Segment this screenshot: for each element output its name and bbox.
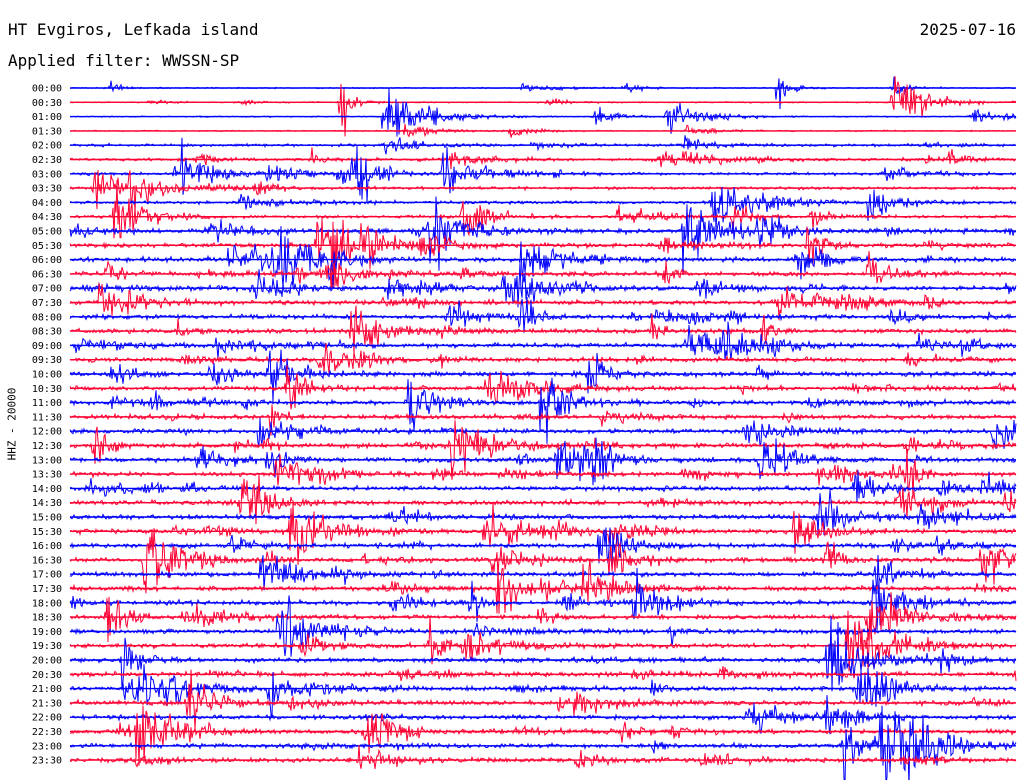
time-tick-label: 08:30: [32, 327, 62, 338]
trace-1900: [69, 595, 1017, 657]
time-tick-label: 07:00: [32, 284, 62, 295]
time-tick-label: 23:30: [32, 756, 62, 767]
trace-1800: [69, 567, 1017, 631]
time-tick-label: 11:30: [32, 412, 62, 423]
trace-1630: [69, 528, 1017, 594]
time-tick-label: 00:00: [32, 84, 62, 95]
time-tick-label: 05:30: [32, 241, 62, 252]
time-tick-label: 06:30: [32, 269, 62, 280]
time-tick-label: 20:00: [32, 656, 62, 667]
time-tick-label: 23:00: [32, 741, 62, 752]
trace-0930: [69, 342, 1017, 374]
time-tick-label: 14:30: [32, 498, 62, 509]
trace-1500: [69, 490, 1017, 536]
time-tick-label: 18:30: [32, 613, 62, 624]
time-tick-label: 16:30: [32, 555, 62, 566]
time-tick-label: 13:30: [32, 470, 62, 481]
trace-1700: [69, 555, 1017, 595]
time-tick-label: 08:00: [32, 312, 62, 323]
trace-0900: [70, 321, 1017, 361]
time-tick-label: 03:30: [32, 184, 62, 195]
trace-2330: [69, 744, 1017, 769]
time-tick-label: 14:00: [32, 484, 62, 495]
trace-1730: [69, 558, 1017, 614]
time-tick-label: 22:00: [32, 713, 62, 724]
time-tick-label: 02:30: [32, 155, 62, 166]
time-tick-label: 01:00: [32, 112, 62, 123]
time-tick-label: 13:00: [32, 455, 62, 466]
time-tick-label: 10:30: [32, 384, 62, 395]
time-tick-label: 22:30: [32, 727, 62, 738]
trace-1830: [69, 592, 1017, 642]
filter-label: Applied filter: WWSSN-SP: [8, 51, 240, 70]
time-tick-label: 00:30: [32, 98, 62, 109]
time-tick-label: 20:30: [32, 670, 62, 681]
time-tick-label: 19:30: [32, 641, 62, 652]
time-tick-label: 02:00: [32, 141, 62, 152]
time-tick-label: 21:30: [32, 698, 62, 709]
trace-2230: [70, 705, 1016, 766]
trace-2130: [69, 669, 1017, 730]
trace-0630: [69, 251, 1017, 288]
station-title: HT Evgiros, Lefkada island: [8, 20, 259, 39]
time-tick-label: 01:30: [32, 126, 62, 137]
time-tick-label: 19:00: [32, 627, 62, 638]
time-tick-label: 18:00: [32, 598, 62, 609]
time-tick-label: 17:00: [32, 570, 62, 581]
date-label: 2025-07-16: [919, 20, 1016, 39]
time-tick-label: 16:00: [32, 541, 62, 552]
time-tick-label: 21:00: [32, 684, 62, 695]
trace-0000: [69, 76, 1017, 110]
time-tick-label: 12:00: [32, 427, 62, 438]
time-tick-label: 11:00: [32, 398, 62, 409]
time-tick-label: 09:30: [32, 355, 62, 366]
time-tick-label: 15:00: [32, 513, 62, 524]
time-tick-label: 12:30: [32, 441, 62, 452]
time-tick-label: 04:00: [32, 198, 62, 209]
time-tick-label: 15:30: [32, 527, 62, 538]
trace-2100: [69, 664, 1017, 718]
time-tick-label: 03:00: [32, 169, 62, 180]
trace-group: [69, 76, 1017, 780]
time-tick-group: 00:00 00:30 01:00 01:30 02:00 02:30 03:00 03:30…: [32, 84, 62, 767]
time-tick-label: 09:00: [32, 341, 62, 352]
trace-1000: [69, 349, 1017, 403]
trace-0600: [69, 226, 1017, 288]
trace-0230: [69, 147, 1017, 170]
time-tick-label: 05:00: [32, 227, 62, 238]
time-tick-label: 17:30: [32, 584, 62, 595]
trace-0830: [69, 305, 1017, 355]
time-tick-label: 04:30: [32, 212, 62, 223]
trace-0030: [70, 76, 1017, 137]
trace-2200: [69, 695, 1017, 735]
time-tick-label: 06:00: [32, 255, 62, 266]
time-tick-label: 10:00: [32, 370, 62, 381]
time-tick-label: 07:30: [32, 298, 62, 309]
trace-0100: [69, 87, 1017, 137]
